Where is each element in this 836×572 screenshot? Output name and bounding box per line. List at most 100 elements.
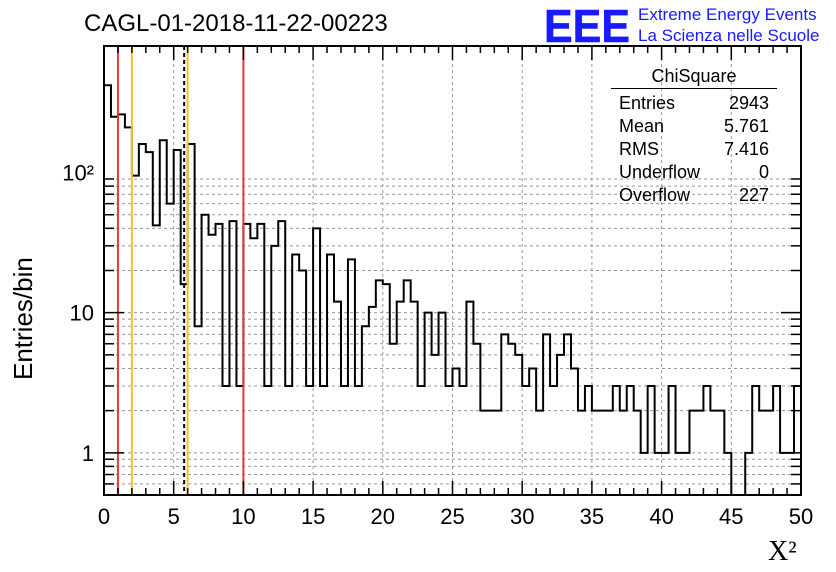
histogram-bin [411,302,418,495]
histogram-bin [613,386,620,495]
histogram-bin [383,284,390,495]
histogram-bin [160,140,167,495]
eee-logo: EEE [544,2,631,46]
x-tick-label: 5 [168,504,180,529]
histogram-bin [362,326,369,495]
histogram-bin [257,224,264,495]
histogram-bin [627,386,634,495]
histogram-bin [641,453,648,495]
x-tick-label: 0 [98,504,110,529]
histogram-bin [167,204,174,495]
histogram-bin [418,386,425,495]
histogram-bin [299,271,306,496]
histogram-bin [557,355,564,495]
x-tick-label: 10 [231,504,255,529]
histogram-bin [453,368,460,495]
histogram-bin [202,215,209,495]
histogram-bin [494,411,501,495]
histogram-bin [634,411,641,495]
stats-row-rms: RMS 7.416 [611,138,777,161]
logo-line-2: La Scienza nelle Scuole [638,26,820,45]
y-tick-label: 10² [62,161,94,186]
histogram-bin [125,127,132,495]
histogram-bin [676,453,683,495]
stats-value: 5.761 [723,116,769,136]
x-tick-label: 15 [301,504,325,529]
histogram-line [103,84,802,496]
stats-value: 7.416 [723,139,769,159]
stats-value: 0 [758,162,769,182]
histogram-bin [696,411,703,495]
histogram-bin [397,302,404,495]
histogram-bin [669,386,676,495]
histogram-bin [132,176,139,495]
x-tick-label: 45 [719,504,743,529]
histogram-bin [118,114,125,495]
histogram-bin [703,386,710,495]
histogram-bin [209,235,216,495]
histogram-bin [313,228,320,495]
histogram-bin [250,238,257,495]
stats-row-entries: Entries 2943 [611,92,777,115]
x-tick-label: 40 [649,504,673,529]
histogram-bin [745,453,752,495]
histogram-bin [111,117,118,495]
histogram-bin [195,326,202,495]
histogram-bin [306,386,313,495]
histogram-bin [348,259,355,495]
histogram-bin [446,386,453,495]
histogram-bin [515,355,522,495]
histogram-bin [522,386,529,495]
histogram-bin [216,224,223,495]
x-tick-label: 25 [440,504,464,529]
logo-line-1: Extreme Energy Events [638,5,817,24]
histogram-bin [188,144,195,495]
stats-box: ChiSquare Entries 2943 Mean 5.761 RMS 7.416… [611,66,777,207]
histogram-bin [710,411,717,495]
histogram-bin [759,411,766,495]
histogram-bin [174,150,181,495]
histogram-bin [564,334,571,495]
histogram-bin [369,307,376,495]
histogram-bin [599,411,606,495]
histogram-bin [536,411,543,495]
histogram-bin [794,386,801,495]
histogram-bin [571,368,578,495]
histogram-bin [292,255,299,495]
x-axis-label: X² [768,536,797,567]
histogram-bin [146,152,153,495]
stats-label: Entries [619,93,676,113]
y-axis-label: Entries/bin [8,257,38,380]
histogram-bin [480,411,487,495]
stats-row-mean: Mean 5.761 [611,115,777,138]
histogram-bin [320,386,327,495]
histogram-bin [578,411,585,495]
histogram-bin [459,386,466,495]
histogram-bin [550,386,557,495]
histogram-bin [432,355,439,495]
histogram-bin [543,334,550,495]
histogram-bin [717,411,724,495]
histogram-bin [439,313,446,495]
histogram-bin [648,386,655,495]
histogram-bin [508,344,515,495]
histogram-bin [662,453,669,495]
histogram-bin [724,453,731,495]
histogram-bin [752,386,759,495]
histogram-bin [585,386,592,495]
histogram-bin [780,453,787,495]
histogram-bin [278,221,285,495]
y-tick-label: 10 [70,301,94,326]
stats-value: 227 [738,185,769,205]
x-tick-label: 35 [580,504,604,529]
histogram-bin [404,280,411,495]
stats-name: ChiSquare [611,66,777,89]
histogram-bin [264,386,271,495]
histogram-bin [466,302,473,495]
histogram-bin [501,334,508,495]
histogram-bin [355,386,362,495]
stats-label: RMS [619,139,659,159]
stats-row-overflow: Overflow 227 [611,184,777,207]
histogram-bin [766,411,773,495]
